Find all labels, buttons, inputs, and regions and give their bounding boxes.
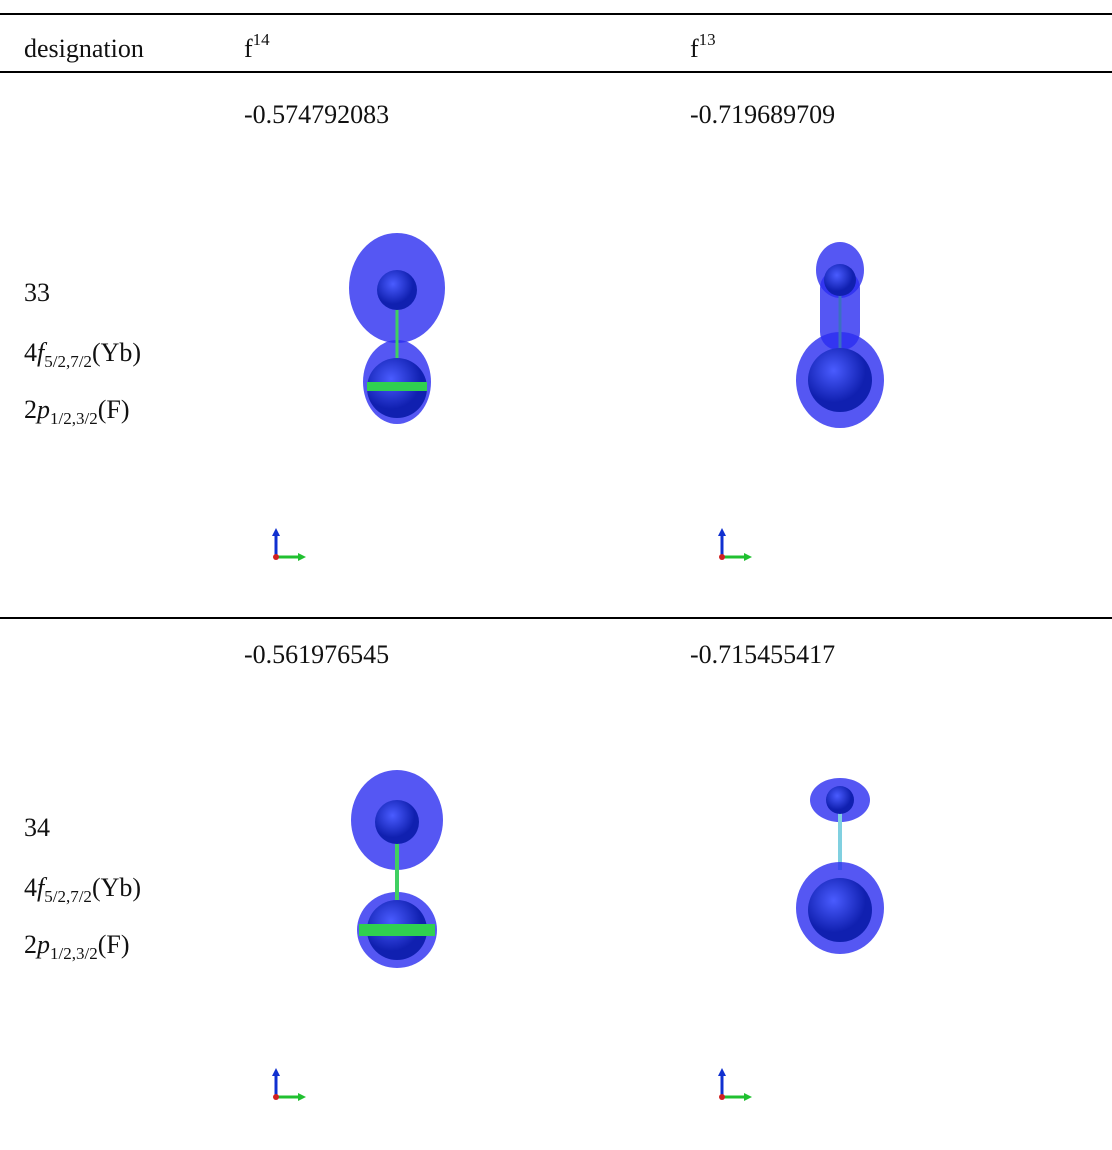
- orbital-prefix: 4: [24, 338, 37, 367]
- header-cell: f14: [244, 36, 270, 62]
- orbital-subscript: 1/2,3/2: [50, 409, 98, 428]
- header-cell: f13: [690, 36, 716, 62]
- header-sup: 13: [699, 30, 716, 49]
- energy: -0.719689709: [690, 102, 835, 128]
- header-text: f: [690, 34, 699, 63]
- orbital-label: 2p1/2,3/2(F): [24, 397, 129, 423]
- page: designation f14 f13 334f5/2,7/2(Yb)2p1/2…: [0, 0, 1112, 1150]
- axes-icon: [270, 527, 314, 563]
- orbital-label: 4f5/2,7/2(Yb): [24, 875, 141, 901]
- row-rule: [0, 617, 1112, 619]
- orbital-label: 4f5/2,7/2(Yb): [24, 340, 141, 366]
- top-rule: [0, 13, 1112, 15]
- orbital-image: [790, 760, 890, 990]
- header-rule: [0, 71, 1112, 73]
- header-cell: designation: [24, 36, 144, 62]
- axes-icon: [716, 1067, 760, 1103]
- orbital-prefix: 2: [24, 395, 37, 424]
- energy: -0.715455417: [690, 642, 835, 668]
- orbital-suffix: (F): [98, 930, 130, 959]
- orbital-suffix: (Yb): [92, 338, 141, 367]
- energy: -0.574792083: [244, 102, 389, 128]
- orbital-subscript: 5/2,7/2: [44, 352, 92, 371]
- orbital-prefix: 2: [24, 930, 37, 959]
- axes-icon: [716, 527, 760, 563]
- orbital-prefix: 4: [24, 873, 37, 902]
- orbital-image: [347, 760, 447, 990]
- orbital-label: 2p1/2,3/2(F): [24, 932, 129, 958]
- header-sup: 14: [253, 30, 270, 49]
- orbital-letter: p: [37, 395, 50, 424]
- orbital-subscript: 1/2,3/2: [50, 944, 98, 963]
- energy: -0.561976545: [244, 642, 389, 668]
- header-text: designation: [24, 34, 144, 63]
- orbital-image: [790, 230, 890, 460]
- row-id: 33: [24, 280, 50, 306]
- orbital-suffix: (F): [98, 395, 130, 424]
- header-text: f: [244, 34, 253, 63]
- orbital-subscript: 5/2,7/2: [44, 887, 92, 906]
- axes-icon: [270, 1067, 314, 1103]
- row-id: 34: [24, 815, 50, 841]
- orbital-letter: p: [37, 930, 50, 959]
- orbital-suffix: (Yb): [92, 873, 141, 902]
- orbital-image: [347, 230, 447, 460]
